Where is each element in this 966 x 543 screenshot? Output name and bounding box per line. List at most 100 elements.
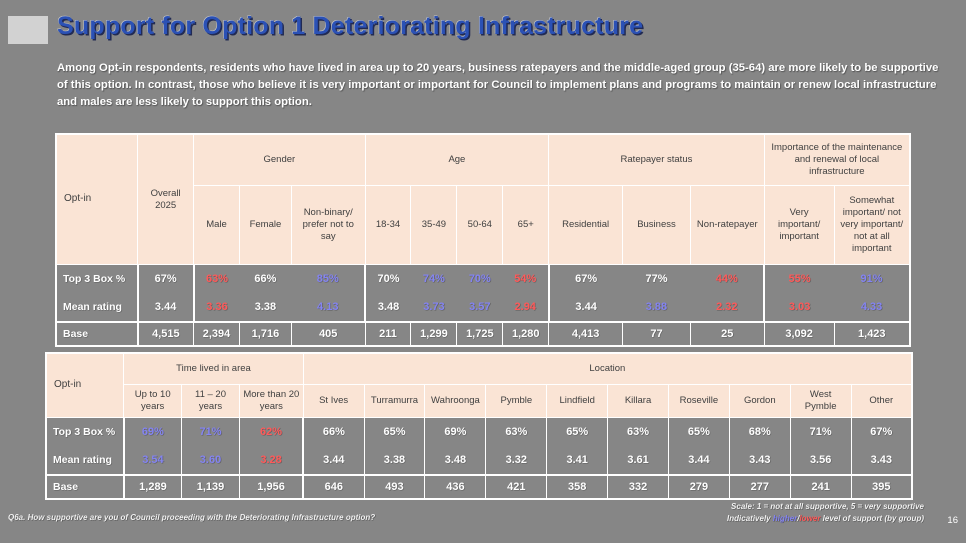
base-cell: 3,092 — [763, 321, 835, 347]
legend-slash: / — [797, 514, 800, 524]
data-cell: 3.44 — [667, 446, 730, 475]
column-header: Roseville — [667, 384, 730, 418]
column-header: Very important/ important — [763, 185, 835, 265]
data-cell: 66% — [302, 417, 364, 446]
data-cell: 65% — [363, 417, 425, 446]
column-header: Gordon — [728, 384, 791, 418]
footnote-legend: Indicatively higher/lower level of suppo… — [504, 513, 924, 525]
row-label: Base — [45, 474, 125, 500]
data-cell: 3.38 — [254, 301, 277, 313]
crosstab-table-geography: Opt-in Time lived in area Location Up to 10… — [45, 352, 913, 500]
base-cell: 405 — [290, 321, 366, 347]
data-cell: 3.61 — [607, 446, 669, 475]
column-header: Somewhat important/ not very important/ … — [833, 185, 911, 265]
base-cell: 241 — [789, 474, 852, 500]
data-cell: 67% — [154, 273, 177, 285]
column-header: More than 20 years — [238, 384, 304, 418]
legend-higher: higher — [772, 514, 798, 524]
column-header: Male — [193, 185, 240, 265]
data-cell: 4.33 — [860, 301, 883, 313]
data-cell: 3.44 — [547, 293, 623, 322]
data-cell: 2.32 — [716, 301, 738, 313]
data-cell: 65% — [546, 417, 608, 446]
data-cell: 3.36 — [192, 293, 240, 322]
data-cell: 63% — [485, 417, 547, 446]
row-label: Mean rating — [45, 446, 125, 475]
row-label: Mean rating — [56, 293, 139, 322]
column-group-header: Importance of the maintenance and renewa… — [763, 133, 911, 186]
column-header: Turramurra — [363, 384, 426, 418]
base-cell: 2,394 — [193, 321, 240, 347]
data-cell: 66% — [254, 273, 277, 285]
base-cell: 25 — [689, 321, 765, 347]
data-cell: 77% — [645, 273, 668, 285]
base-cell: 277 — [728, 474, 791, 500]
table-row: Mean rating 3.44 3.36 3.38 4.13 3.48 3.73 3.57 2… — [56, 293, 910, 322]
data-cell: 74% — [422, 273, 445, 285]
footnote-scale: Scale: 1 = not at all supportive, 5 = ve… — [731, 502, 924, 511]
data-cell: 3.03 — [763, 293, 835, 322]
crosstab-table-demographics: Opt-in Overall 2025 Gender Age Ratepayer sta… — [55, 133, 911, 347]
page-number: 16 — [947, 515, 958, 526]
column-group-header: Gender — [193, 133, 366, 186]
data-cell: 3.54 — [123, 446, 182, 475]
base-cell: 1,725 — [456, 321, 504, 347]
data-cell: 3.56 — [789, 446, 852, 475]
base-cell: 4,413 — [548, 321, 624, 347]
data-cell: 54% — [514, 273, 537, 285]
column-header: Residential — [548, 185, 624, 265]
column-header: Business — [622, 185, 691, 265]
data-cell: 44% — [715, 273, 738, 285]
data-cell: 3.41 — [546, 446, 608, 475]
data-cell: 70% — [364, 264, 411, 293]
data-cell: 3.48 — [364, 293, 411, 322]
base-cell: 436 — [424, 474, 487, 500]
row-label: Top 3 Box % — [56, 264, 139, 293]
column-group-header: Location — [302, 352, 913, 385]
column-header: 50-64 — [456, 185, 504, 265]
crosstab-table: Opt-in Time lived in area Location Up to 10… — [45, 352, 913, 500]
column-header: Lindfield — [546, 384, 609, 418]
data-cell: 55% — [763, 264, 835, 293]
data-cell: 3.57 — [469, 301, 491, 313]
column-header: 18-34 — [364, 185, 412, 265]
data-cell: 68% — [728, 417, 791, 446]
base-cell: 1,423 — [833, 321, 911, 347]
column-header: Wahroonga — [424, 384, 487, 418]
base-cell: 395 — [850, 474, 913, 500]
data-cell: 2.94 — [514, 301, 536, 313]
table-row: Base 1,289 1,139 1,956 646 493 436 421 358 332 279… — [45, 474, 913, 500]
table-row: Mean rating 3.54 3.60 3.28 3.44 3.38 3.48 3.32 3… — [45, 446, 912, 475]
data-cell: 3.43 — [728, 446, 791, 475]
data-cell: 3.48 — [424, 446, 486, 475]
data-cell: 3.43 — [850, 446, 912, 475]
base-cell: 1,299 — [410, 321, 458, 347]
column-group-header: Time lived in area — [123, 352, 304, 385]
data-cell: 69% — [424, 417, 486, 446]
data-cell: 3.44 — [302, 446, 364, 475]
base-cell: 1,716 — [238, 321, 292, 347]
base-cell: 358 — [546, 474, 609, 500]
table-row: Top 3 Box % 69% 71% 62% 66% 65% 69% 63% 65% 63% 65… — [45, 417, 912, 446]
table-row: Top 3 Box % 67% 63% 66% 85% 70% 74% 70% 54% 67% 77… — [56, 264, 910, 293]
data-cell: 3.73 — [423, 301, 445, 313]
column-header: St Ives — [302, 384, 365, 418]
footnote-question: Q6a. How supportive are you of Council p… — [8, 513, 376, 522]
base-cell: 332 — [607, 474, 669, 500]
column-header: Non-ratepayer — [689, 185, 765, 265]
base-cell: 1,956 — [238, 474, 304, 500]
data-cell: 85% — [316, 273, 339, 285]
base-cell: 1,139 — [181, 474, 240, 500]
legend-prefix: Indicatively — [727, 514, 773, 524]
legend-suffix: level of support (by group) — [820, 514, 924, 524]
column-header: Overall 2025 — [137, 133, 195, 265]
data-cell: 3.60 — [181, 446, 240, 475]
base-cell: 4,515 — [137, 321, 195, 347]
base-cell: 493 — [363, 474, 426, 500]
data-cell: 3.38 — [363, 446, 425, 475]
data-cell: 4.13 — [317, 301, 339, 313]
column-header: Other — [850, 384, 913, 418]
column-header: Non-binary/ prefer not to say — [290, 185, 366, 265]
data-cell: 63% — [607, 417, 669, 446]
